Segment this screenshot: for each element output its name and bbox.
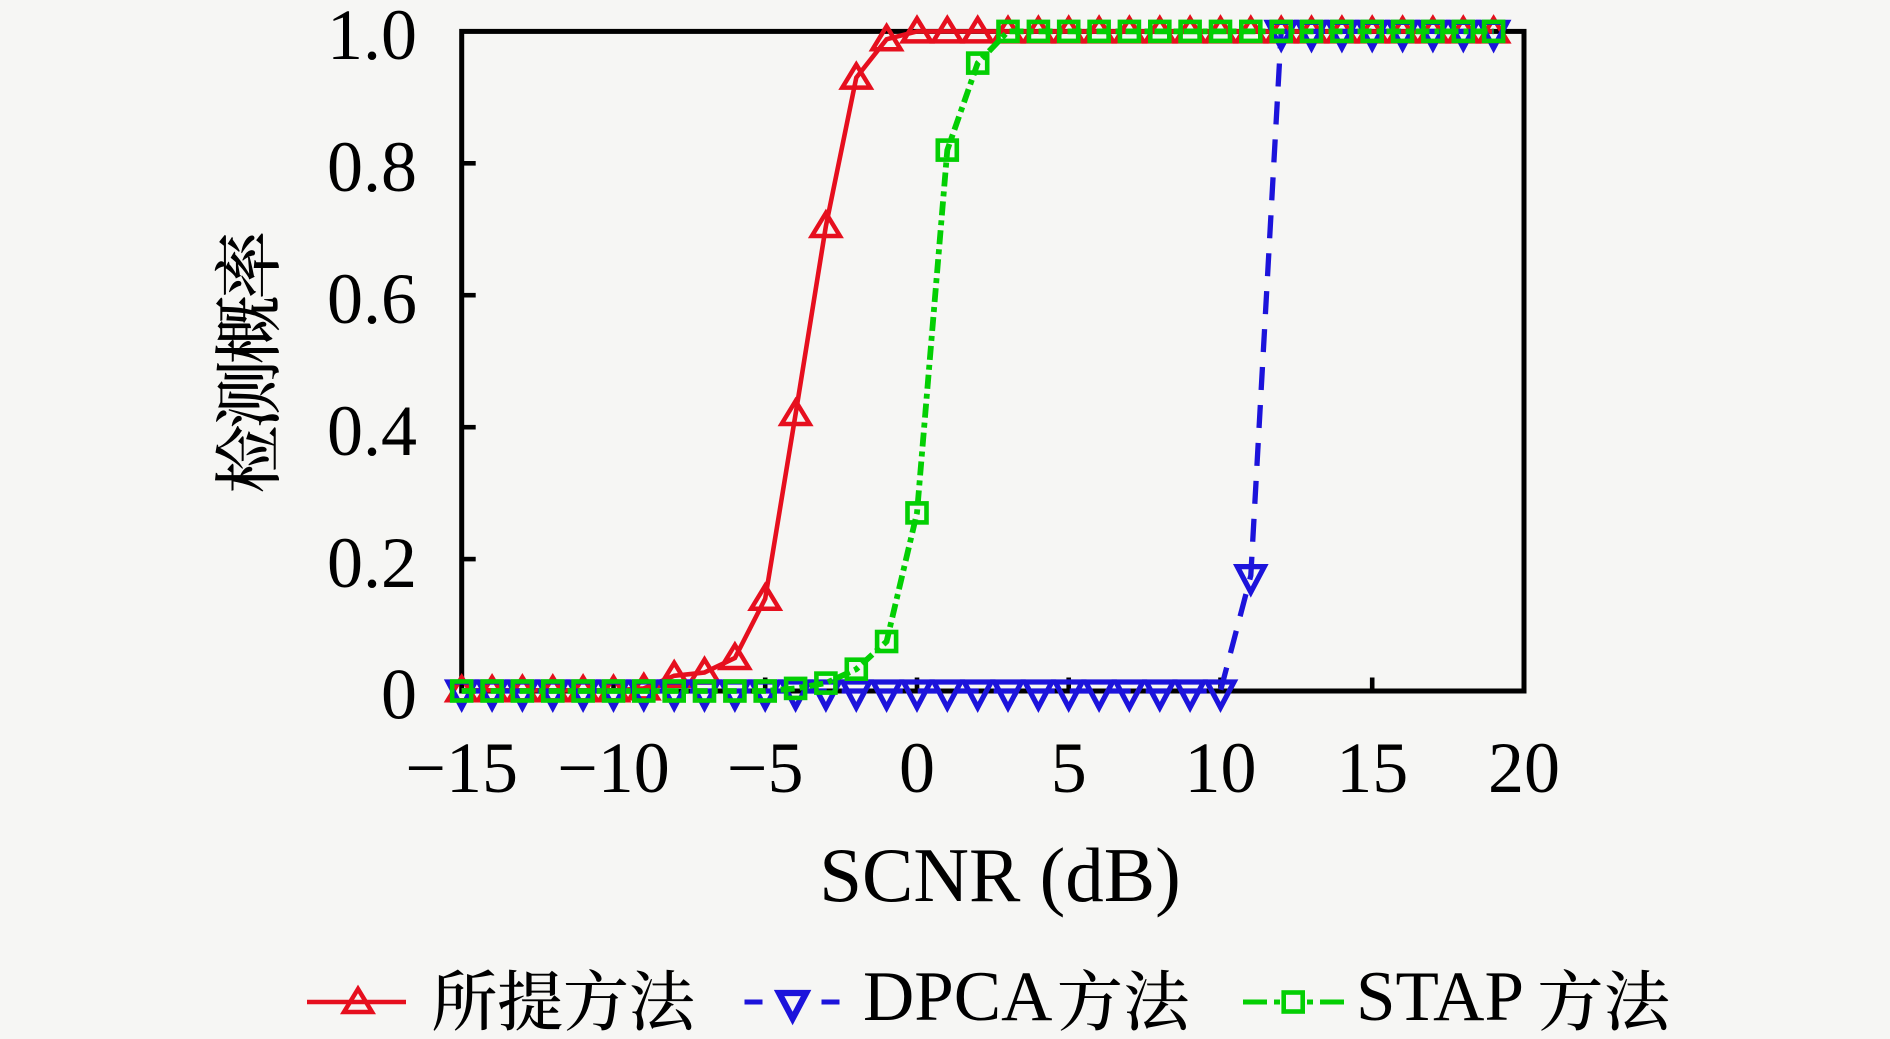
svg-text:0: 0 bbox=[899, 728, 935, 808]
svg-text:0.8: 0.8 bbox=[327, 127, 417, 207]
svg-text:−5: −5 bbox=[727, 728, 804, 808]
svg-text:15: 15 bbox=[1336, 728, 1408, 808]
svg-text:10: 10 bbox=[1185, 728, 1257, 808]
svg-text:0.4: 0.4 bbox=[327, 391, 417, 471]
svg-text:0.2: 0.2 bbox=[327, 523, 417, 603]
svg-text:STAP: STAP bbox=[1356, 958, 1524, 1036]
svg-text:20: 20 bbox=[1488, 728, 1560, 808]
svg-text:DPCA: DPCA bbox=[863, 958, 1052, 1036]
svg-text:0.6: 0.6 bbox=[327, 259, 417, 339]
svg-text:0: 0 bbox=[381, 655, 417, 735]
svg-text:−10: −10 bbox=[557, 728, 670, 808]
svg-text:−15: −15 bbox=[405, 728, 518, 808]
svg-text:SCNR (dB): SCNR (dB) bbox=[819, 832, 1181, 918]
svg-text:1.0: 1.0 bbox=[327, 0, 417, 75]
svg-text:5: 5 bbox=[1051, 728, 1087, 808]
